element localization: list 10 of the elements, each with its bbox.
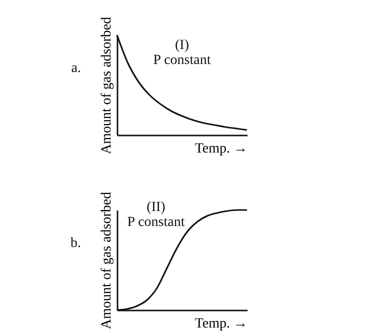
annotation: (II) — [146, 200, 166, 215]
y-axis-title: Amount of gas adsorbed — [100, 192, 114, 330]
annotation: P constant — [127, 215, 185, 230]
text: b. — [70, 236, 81, 251]
y-axis-title: Amount of gas adsorbed — [100, 16, 114, 154]
annotation: P constant — [153, 53, 211, 68]
x-axis-title: Temp. → — [194, 142, 248, 156]
text: a. — [71, 61, 81, 76]
annotation: (I) — [175, 38, 190, 53]
x-axis-title: Temp. → — [194, 316, 248, 331]
